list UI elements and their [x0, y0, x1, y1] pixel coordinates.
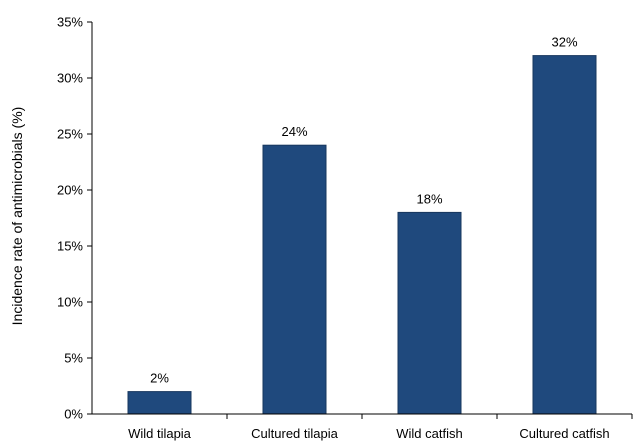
category-label: Cultured catfish	[519, 426, 609, 441]
category-labels: Wild tilapia Cultured tilapia Wild catfish…	[128, 426, 610, 441]
category-label: Wild catfish	[396, 426, 462, 441]
bars	[127, 55, 597, 415]
y-tick-label: 20%	[57, 183, 83, 198]
y-tick-label: 0%	[64, 407, 83, 422]
data-label: 2%	[150, 371, 169, 386]
x-axis-ticks	[226, 414, 633, 419]
y-tick-label: 35%	[57, 15, 83, 30]
y-tick-label: 30%	[57, 71, 83, 86]
y-axis-title: Incidence rate of antimicrobials (%)	[9, 107, 25, 326]
bar	[127, 391, 192, 415]
data-label: 18%	[416, 191, 442, 206]
y-axis-ticks: 0% 5% 10% 15% 20% 25% 30% 35%	[57, 15, 92, 422]
y-tick-label: 5%	[64, 351, 83, 366]
data-label: 24%	[281, 124, 307, 139]
data-labels: 2% 24% 18% 32%	[150, 35, 578, 386]
category-label: Wild tilapia	[128, 426, 192, 441]
y-tick-label: 15%	[57, 239, 83, 254]
y-tick-label: 10%	[57, 295, 83, 310]
bar	[397, 211, 462, 415]
bar	[532, 55, 597, 415]
data-label: 32%	[551, 35, 577, 50]
bar	[262, 144, 327, 415]
y-tick-label: 25%	[57, 127, 83, 142]
category-label: Cultured tilapia	[251, 426, 338, 441]
